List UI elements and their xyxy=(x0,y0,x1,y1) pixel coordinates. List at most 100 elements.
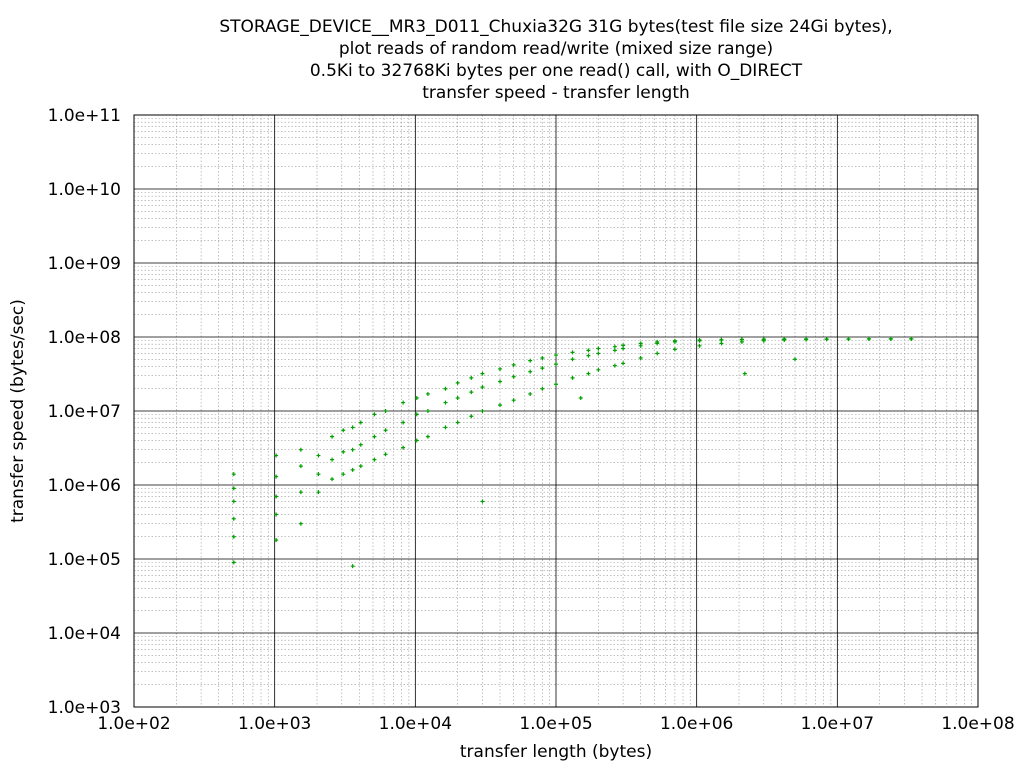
data-point xyxy=(719,341,724,346)
data-point xyxy=(443,386,448,391)
data-point xyxy=(330,477,335,482)
title-line-4: transfer speed - transfer length xyxy=(422,83,690,103)
data-point xyxy=(401,445,406,450)
data-point xyxy=(298,521,303,526)
data-point xyxy=(511,374,516,379)
data-point xyxy=(586,353,591,358)
data-point xyxy=(401,420,406,425)
y-tick-label: 1.0e+03 xyxy=(48,698,121,718)
data-point xyxy=(511,398,516,403)
data-point xyxy=(719,337,724,342)
data-point xyxy=(804,336,809,341)
data-point xyxy=(274,474,279,479)
data-point xyxy=(316,453,321,458)
data-point xyxy=(846,336,851,341)
title-line-3: 0.5Ki to 32768Ki bytes per one read() ca… xyxy=(309,61,803,81)
data-point xyxy=(480,385,485,390)
data-point xyxy=(341,472,346,477)
data-point xyxy=(443,400,448,405)
data-point xyxy=(638,356,643,361)
data-point xyxy=(231,486,236,491)
data-point xyxy=(540,386,545,391)
data-point xyxy=(316,472,321,477)
data-point xyxy=(350,425,355,430)
data-point xyxy=(350,447,355,452)
data-point xyxy=(358,442,363,447)
data-point xyxy=(511,362,516,367)
data-point xyxy=(414,438,419,443)
data-point xyxy=(888,336,893,341)
data-point xyxy=(414,412,419,417)
y-tick-label: 1.0e+10 xyxy=(48,180,121,200)
data-point xyxy=(638,341,643,346)
y-tick-label: 1.0e+08 xyxy=(48,328,121,348)
x-tick-label: 1.0e+02 xyxy=(97,714,170,734)
data-point xyxy=(621,343,626,348)
data-point xyxy=(455,420,460,425)
data-point xyxy=(782,336,787,341)
data-point xyxy=(469,414,474,419)
chart-title: STORAGE_DEVICE__MR3_D011_Chuxia32G 31G b… xyxy=(134,16,978,104)
data-point xyxy=(672,338,677,343)
data-point xyxy=(469,375,474,380)
data-point xyxy=(528,391,533,396)
data-point xyxy=(298,490,303,495)
data-point xyxy=(570,375,575,380)
data-point xyxy=(480,409,485,413)
data-point xyxy=(231,516,236,521)
data-point xyxy=(341,428,346,433)
data-point xyxy=(655,339,660,344)
data-point xyxy=(350,564,355,569)
data-point xyxy=(612,344,617,349)
data-point xyxy=(231,560,236,565)
y-axis-label: transfer speed (bytes/sec) xyxy=(8,299,28,523)
data-point xyxy=(554,362,558,367)
x-tick-label: 1.0e+03 xyxy=(238,714,311,734)
data-point xyxy=(596,351,601,356)
data-point xyxy=(341,449,346,454)
data-point xyxy=(739,337,744,342)
y-tick-label: 1.0e+11 xyxy=(48,106,121,126)
title-line-2: plot reads of random read/write (mixed s… xyxy=(338,39,774,59)
data-point xyxy=(383,428,388,433)
data-point xyxy=(469,390,474,395)
data-point xyxy=(274,453,279,458)
data-point xyxy=(612,363,617,368)
data-point xyxy=(274,512,279,517)
data-point xyxy=(498,379,503,384)
data-point xyxy=(414,395,419,400)
data-point xyxy=(570,350,575,355)
data-point xyxy=(824,336,829,341)
x-tick-label: 1.0e+08 xyxy=(941,714,1014,734)
data-point xyxy=(298,447,303,452)
data-point xyxy=(358,420,363,425)
data-point xyxy=(540,366,545,371)
data-point xyxy=(596,346,601,351)
data-point xyxy=(596,367,601,372)
y-tick-label: 1.0e+06 xyxy=(48,476,121,496)
data-point xyxy=(586,348,591,353)
data-point xyxy=(443,425,448,430)
data-point xyxy=(455,380,460,385)
data-point xyxy=(480,499,485,504)
data-point xyxy=(383,409,388,413)
data-point xyxy=(528,358,533,363)
data-point xyxy=(742,371,747,376)
data-point xyxy=(383,452,388,457)
data-point xyxy=(570,357,575,362)
title-line-1: STORAGE_DEVICE__MR3_D011_Chuxia32G 31G b… xyxy=(219,17,893,37)
major-grid xyxy=(133,114,979,708)
data-point xyxy=(498,403,503,408)
data-point xyxy=(372,457,377,462)
data-point xyxy=(540,356,545,361)
data-point xyxy=(909,336,914,341)
x-tick-label: 1.0e+05 xyxy=(519,714,592,734)
data-point xyxy=(330,434,335,439)
data-point xyxy=(350,467,355,472)
data-point xyxy=(425,409,430,413)
data-point xyxy=(425,434,430,439)
data-point xyxy=(372,412,377,417)
data-point xyxy=(316,490,321,495)
data-point xyxy=(586,371,591,376)
